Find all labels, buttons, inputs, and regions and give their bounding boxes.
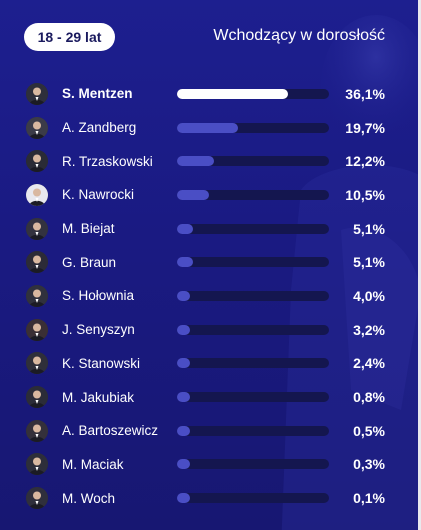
result-bar-fill (177, 459, 190, 470)
result-percentage: 2,4% (353, 355, 385, 372)
candidate-name: M. Woch (62, 490, 116, 506)
candidate-avatar (26, 318, 48, 341)
result-percentage: 0,1% (353, 490, 385, 507)
candidate-row: G. Braun 5,1% (0, 245, 421, 279)
candidate-name: A. Bartoszewicz (62, 423, 159, 439)
result-bar-fill (177, 88, 288, 99)
candidate-row: R. Trzaskowski 12,2% (0, 144, 421, 178)
result-bar-fill (177, 122, 238, 133)
result-percentage: 36,1% (345, 85, 385, 102)
candidate-name: S. Hołownia (62, 288, 135, 304)
candidate-avatar (26, 251, 48, 274)
result-bar-track (177, 290, 329, 301)
candidate-name: M. Jakubiak (62, 389, 135, 405)
result-bar-track (177, 392, 329, 403)
header-bar: 18 - 29 lat Wchodzący w dorosłość (0, 0, 421, 70)
candidate-row: M. Maciak 0,3% (0, 448, 421, 482)
candidate-row: K. Nawrocki 10,5% (0, 178, 421, 212)
candidate-avatar (26, 183, 48, 206)
result-bar-track (177, 223, 329, 234)
right-edge-divider (418, 0, 421, 530)
result-percentage: 12,2% (345, 153, 385, 170)
result-bar-fill (177, 324, 190, 335)
candidate-row: M. Biejat 5,1% (0, 212, 421, 246)
candidate-list: S. Mentzen 36,1% A. Zandberg 19,7% R. Trzask… (0, 77, 421, 515)
candidate-name: M. Biejat (62, 221, 115, 237)
result-bar-fill (177, 425, 190, 436)
candidate-row: S. Mentzen 36,1% (0, 77, 421, 111)
age-group-badge: 18 - 29 lat (24, 23, 115, 51)
result-percentage: 3,2% (353, 321, 385, 338)
candidate-row: A. Bartoszewicz 0,5% (0, 414, 421, 448)
candidate-name: M. Maciak (62, 456, 124, 472)
result-bar-track (177, 459, 329, 470)
result-bar-track (177, 257, 329, 268)
candidate-name: S. Mentzen (62, 86, 133, 102)
result-bar-fill (177, 156, 215, 167)
candidate-name: K. Nawrocki (62, 187, 135, 203)
result-bar-track (177, 156, 329, 167)
candidate-name: J. Senyszyn (62, 322, 135, 338)
result-bar-fill (177, 189, 210, 200)
result-bar-fill (177, 358, 190, 369)
result-percentage: 0,5% (353, 422, 385, 439)
group-title: Wchodzący w dorosłość (213, 27, 385, 44)
candidate-row: J. Senyszyn 3,2% (0, 313, 421, 347)
result-bar-track (177, 358, 329, 369)
candidate-avatar (26, 352, 48, 375)
result-bar-track (177, 425, 329, 436)
candidate-row: M. Woch 0,1% (0, 481, 421, 515)
candidate-avatar (26, 419, 48, 442)
candidate-avatar (26, 453, 48, 476)
result-bar-fill (177, 493, 190, 504)
result-bar-track (177, 122, 329, 133)
result-percentage: 19,7% (345, 119, 385, 136)
result-bar-fill (177, 290, 190, 301)
result-bar-track (177, 493, 329, 504)
result-percentage: 4,0% (353, 287, 385, 304)
candidate-name: G. Braun (62, 254, 117, 270)
result-bar-track (177, 189, 329, 200)
candidate-row: K. Stanowski 2,4% (0, 347, 421, 381)
candidate-name: R. Trzaskowski (62, 153, 153, 169)
candidate-avatar (26, 150, 48, 173)
result-bar-fill (177, 392, 190, 403)
candidate-row: A. Zandberg 19,7% (0, 111, 421, 145)
result-bar-fill (177, 223, 193, 234)
candidate-row: S. Hołownia 4,0% (0, 279, 421, 313)
result-percentage: 5,1% (353, 220, 385, 237)
candidate-name: K. Stanowski (62, 355, 141, 371)
candidate-avatar (26, 386, 48, 409)
result-bar-fill (177, 257, 193, 268)
result-percentage: 5,1% (353, 254, 385, 271)
candidate-row: M. Jakubiak 0,8% (0, 380, 421, 414)
result-percentage: 0,8% (353, 389, 385, 406)
candidate-avatar (26, 82, 48, 105)
result-bar-track (177, 88, 329, 99)
result-percentage: 0,3% (353, 456, 385, 473)
result-percentage: 10,5% (345, 186, 385, 203)
candidate-avatar (26, 487, 48, 510)
candidate-avatar (26, 217, 48, 240)
candidate-avatar (26, 116, 48, 139)
candidate-avatar (26, 284, 48, 307)
result-bar-track (177, 324, 329, 335)
candidate-name: A. Zandberg (62, 120, 137, 136)
